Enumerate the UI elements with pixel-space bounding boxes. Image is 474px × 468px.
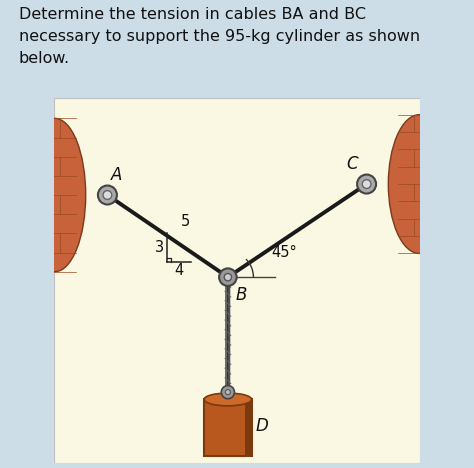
Text: 4: 4 [174, 263, 183, 278]
Text: D: D [255, 417, 268, 435]
Circle shape [221, 386, 235, 399]
Text: A: A [111, 166, 122, 183]
FancyBboxPatch shape [55, 98, 419, 463]
Circle shape [103, 190, 112, 199]
Circle shape [98, 185, 117, 205]
Circle shape [224, 273, 231, 281]
Bar [204, 399, 252, 456]
Ellipse shape [24, 118, 86, 271]
Ellipse shape [388, 115, 450, 253]
Text: C: C [346, 155, 358, 173]
Circle shape [357, 175, 376, 194]
Circle shape [219, 268, 237, 286]
Text: Determine the tension in cables BA and BC
necessary to support the 95-kg cylinde: Determine the tension in cables BA and B… [18, 7, 420, 66]
Circle shape [362, 180, 371, 189]
Text: 45°: 45° [272, 245, 297, 260]
Text: B: B [235, 286, 246, 304]
Bar [245, 399, 252, 456]
Text: 5: 5 [181, 214, 190, 229]
Ellipse shape [204, 393, 252, 406]
Circle shape [225, 389, 230, 395]
Text: 3: 3 [155, 240, 164, 255]
